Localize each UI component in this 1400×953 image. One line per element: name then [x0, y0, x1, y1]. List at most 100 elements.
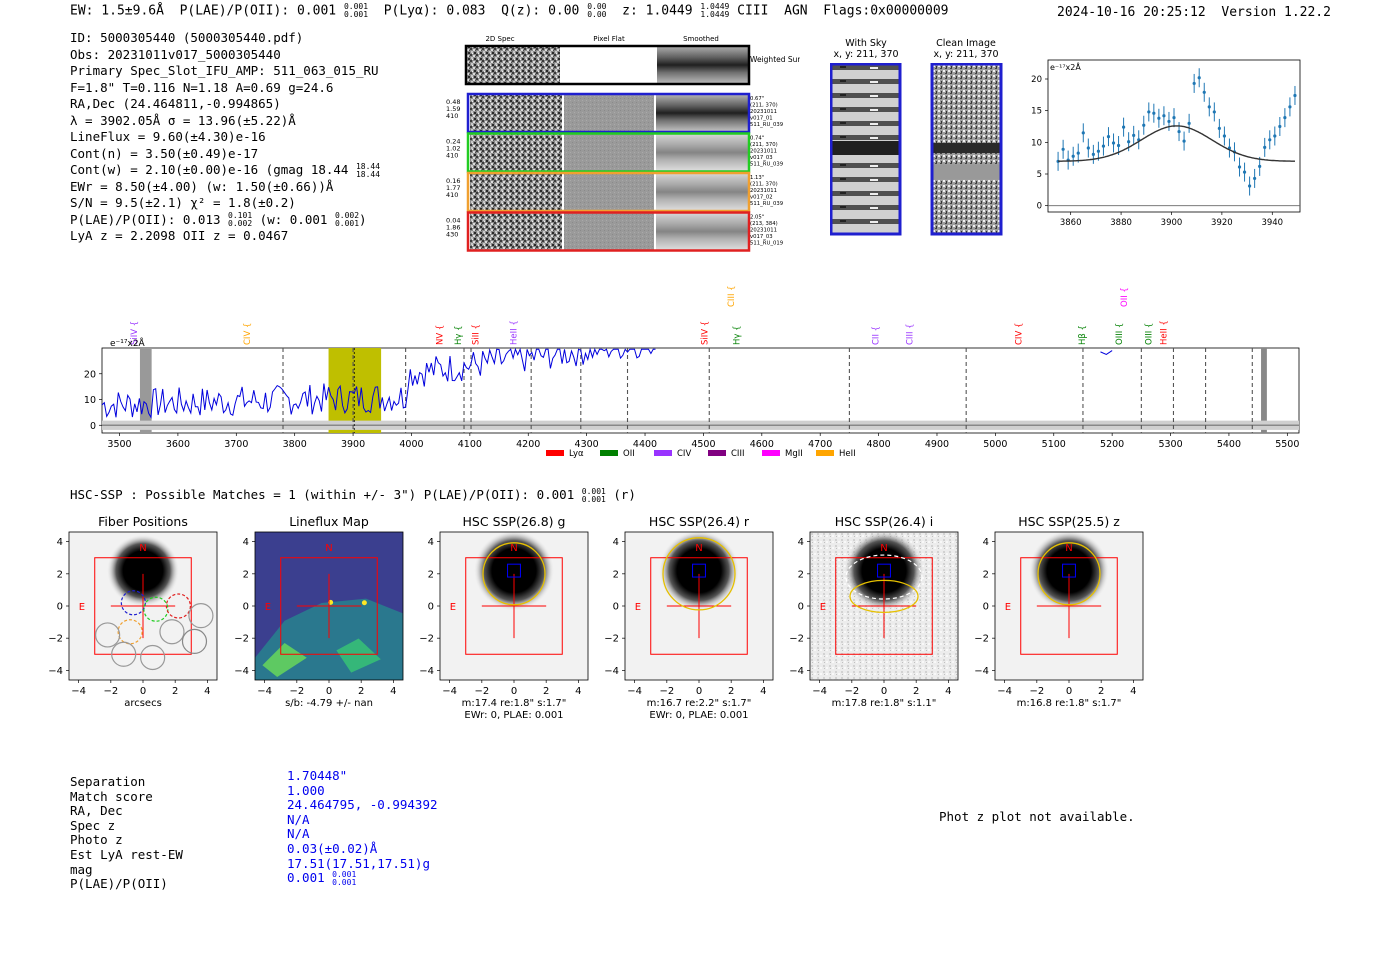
hsc-xtick-label: 0	[511, 686, 517, 697]
spectrum-line-marker: Hβ {	[1078, 325, 1088, 345]
spectrum-xtick-label: 5500	[1275, 439, 1299, 450]
ellipse-fit	[845, 554, 923, 600]
hsc-ytick-label: 2	[428, 569, 434, 580]
hsc-ytick-label: 4	[243, 537, 249, 548]
hsc-xtick-label: 2	[913, 686, 919, 697]
cutout-row-meta: (211, 370)	[750, 142, 778, 148]
match-label: Est LyA rest-EW	[70, 846, 183, 862]
weighted-sum-label: Weighted Sum	[750, 55, 800, 64]
with-sky-xy: x, y: 211, 370	[833, 49, 899, 60]
ellipse-fit	[662, 537, 736, 611]
info-contw-lo: 18.44	[355, 169, 381, 179]
hsc-ytick-label: 2	[798, 569, 804, 580]
cutout-2dspec	[470, 134, 562, 171]
compass-east: E	[265, 602, 271, 613]
fiber-circle	[111, 641, 137, 667]
hsc-ytick-label: −4	[604, 666, 619, 677]
match-radec: 24.464795, -0.994392	[287, 797, 438, 813]
fit-marks	[1048, 68, 1300, 207]
cutout-row-number: 0.48	[446, 98, 460, 106]
hsc-xtick-label: 2	[358, 686, 364, 697]
info-plae-w-hi: 0.002	[334, 211, 360, 220]
compass-north: N	[139, 543, 146, 554]
hsc-xtick-label: 2	[172, 686, 178, 697]
match-label: RA, Dec	[70, 803, 123, 819]
info-sn: S/N = 9.5(±2.1) χ² = 1.8(±0.2)	[70, 195, 296, 210]
hsc-ytick-label: 4	[57, 537, 63, 548]
compass-east: E	[635, 602, 641, 613]
fit-point	[1248, 176, 1252, 196]
match-label: P(LAE)/P(OII)	[70, 876, 168, 892]
match-label: Match score	[70, 788, 153, 804]
match-mag: 17.51(17.51,17.51)g	[287, 855, 430, 871]
fit-point	[1258, 156, 1262, 176]
fit-ticks: 3860 3880 3900 3920 3940 0 5 10 15 20	[1031, 75, 1283, 228]
hsc-panel: Fiber Positions N E −4 −4 −2 −2 0 0 2 2 4 4 arcsecs	[48, 514, 218, 709]
match-label: Spec z	[70, 817, 116, 833]
cutout-pixelflat	[564, 134, 654, 171]
fit-point	[1202, 82, 1206, 102]
fit-xtick-label: 3880	[1110, 218, 1132, 228]
spectrum-xtick-label: 3900	[341, 439, 365, 450]
info-contw-text: Cont(w) = 2.10(±0.00)e-16 (gmag 18.44	[70, 162, 349, 177]
legend-label: Lyα	[569, 449, 584, 459]
compass-north: N	[510, 543, 517, 554]
cutout-row-frame	[466, 171, 751, 213]
compass-north: N	[1065, 543, 1072, 554]
hsc-caption-1: m:17.4 re:1.8" s:1.7"	[462, 698, 567, 709]
legend-label: CIV	[677, 449, 691, 459]
match-specz: N/A	[287, 811, 310, 827]
hsc-panel: HSC SSP(26.8) g N E −4 −4 −2 −2 0 0 2 2 4 4 m:17.4 re…	[419, 514, 589, 721]
fit-point	[1278, 117, 1282, 136]
cutout-row-number: 1.86	[446, 224, 460, 232]
fit-point	[1096, 141, 1100, 161]
aperture-box	[280, 557, 378, 655]
fiber-circle	[188, 603, 214, 629]
header-plae: P(LAE)/P(OII): 0.001	[179, 3, 337, 19]
legend-swatch	[600, 450, 618, 456]
spectrum-ytick-label: 20	[84, 369, 96, 380]
fit-point	[1106, 127, 1111, 147]
fiber-circle	[140, 644, 166, 671]
cutout-row-meta: 20231011	[750, 228, 777, 234]
source-box	[507, 563, 521, 578]
match-restew: 0.03(±0.02)Å	[287, 840, 378, 856]
spectrum-line-marker: CII {	[872, 326, 882, 345]
cutout-pixelflat	[564, 174, 654, 210]
hsc-panel: HSC SSP(26.4) r N E −4 −4 −2 −2 0 0 2 2 4 4 m:16.7 re…	[604, 514, 774, 721]
hsc-ytick-label: −4	[974, 666, 989, 677]
compass-north: N	[880, 543, 887, 554]
hsc-ytick-label: −2	[48, 634, 63, 645]
fit-point	[1081, 123, 1085, 143]
hsc-ytick-label: 2	[613, 569, 619, 580]
sky-clean-images	[830, 63, 1003, 236]
header-plae-lo: 0.001	[343, 10, 369, 19]
hsc-xtick-label: 0	[326, 686, 332, 697]
hsc-ytick-label: 0	[57, 602, 63, 613]
info-fiber: F=1.8" T=0.116 N=1.18 A=0.69 g=24.6	[70, 79, 334, 95]
hsc-ytick-label: 2	[243, 569, 249, 580]
info-plae-w: (w: 0.001	[259, 211, 328, 227]
aperture-box	[650, 557, 748, 655]
fit-point	[1207, 97, 1211, 117]
fit-point	[1061, 139, 1065, 159]
hsc-caption-1: m:16.8 re:1.8" s:1.7"	[1017, 698, 1122, 709]
hsc-panels-content: Fiber Positions N E −4 −4 −2 −2 0 0 2 2 4 4 arcsecs Li…	[48, 514, 1144, 721]
hsc-ytick-label: 2	[57, 569, 63, 580]
fit-point	[1091, 144, 1095, 164]
hsc-ytick-label: 0	[243, 602, 249, 613]
header-right: 2024-10-16 20:25:12 Version 1.22.2	[1057, 5, 1331, 20]
hsc-xtick-label: 2	[543, 686, 549, 697]
cutout-row-meta: 20231011	[750, 149, 777, 155]
info-lyaz: LyA z = 2.2098 OII z = 0.0467	[70, 228, 289, 243]
hsc-summary-band: (r)	[613, 487, 636, 502]
hsc-xtick-label: −4	[627, 686, 642, 697]
header-z-hi: 1.0449	[700, 2, 730, 11]
info-plae-lo: 0.002	[228, 219, 253, 228]
fit-curve	[1058, 125, 1295, 162]
photz-message: Phot z plot not available.	[939, 809, 1135, 824]
spectrum-xtick-label: 4700	[808, 439, 832, 450]
hsc-ytick-label: −2	[419, 634, 434, 645]
